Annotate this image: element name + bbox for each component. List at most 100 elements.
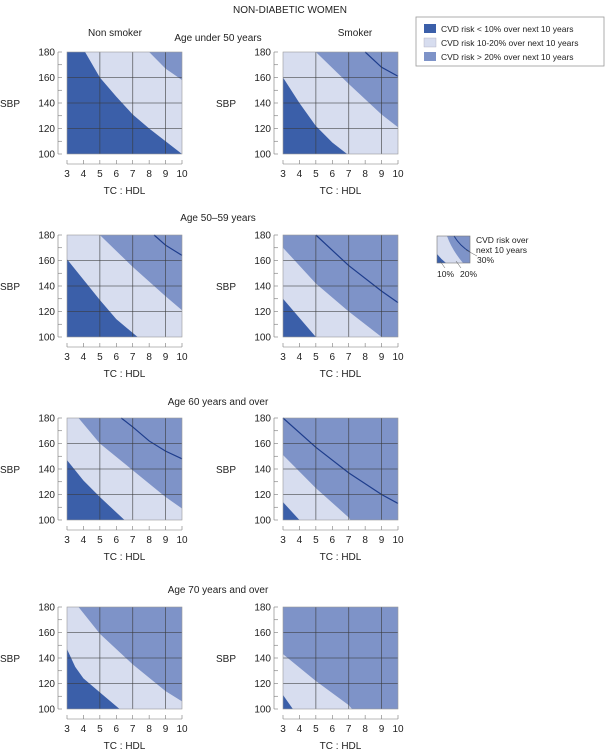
row-label: Age 50–59 years [180,213,256,224]
y-tick-label: 140 [38,465,55,476]
x-axis-label: TC : HDL [320,741,362,750]
x-axis-label: TC : HDL [320,369,362,380]
x-tick-label: 3 [64,169,70,180]
x-tick-label: 5 [313,535,319,546]
plot-border [66,51,183,155]
x-tick-label: 3 [64,352,70,363]
x-tick-label: 3 [280,352,286,363]
x-axis-label: TC : HDL [104,741,146,750]
y-tick-label: 160 [38,256,55,267]
x-tick-label: 6 [114,724,120,735]
plot-border [66,417,183,521]
panel-smoker: 100 120 140 160 180 3 4 5 6 7 8 9 10 TC : HDL SBP [216,414,404,564]
x-tick-label: 9 [379,169,385,180]
region-moderate-risk [283,247,382,337]
plot-border [282,417,399,521]
x-tick-label: 5 [313,724,319,735]
x-tick-label: 10 [176,352,188,363]
region-low-risk [283,502,300,520]
y-tick-label: 120 [38,124,55,135]
legend-label-mid: CVD risk 10-20% over next 10 years [441,38,578,48]
x-tick-label: 4 [297,169,303,180]
y-axis-label: SBP [216,465,236,476]
x-tick-label: 7 [130,535,136,546]
x-tick-label: 4 [297,352,303,363]
x-tick-label: 4 [81,535,87,546]
region-low-risk [283,77,348,154]
y-axis-label: SBP [0,654,20,665]
y-tick-label: 100 [254,516,271,527]
x-tick-label: 5 [97,352,103,363]
y-tick-label: 140 [38,99,55,110]
inset-key-border [436,235,471,264]
x-tick-label: 3 [280,169,286,180]
y-tick-label: 140 [254,99,271,110]
x-tick-label: 5 [97,724,103,735]
x-tick-label: 6 [330,169,336,180]
y-axis-label: SBP [0,465,20,476]
y-axis-label: SBP [0,99,20,110]
y-tick-label: 100 [254,150,271,161]
x-tick-label: 9 [379,724,385,735]
inset-key-mid-band [437,236,463,263]
y-tick-label: 120 [38,307,55,318]
region-moderate-risk [283,454,351,520]
x-tick-label: 8 [362,352,368,363]
y-tick-label: 100 [254,705,271,716]
y-tick-label: 180 [254,414,271,425]
x-tick-label: 10 [176,724,188,735]
x-tick-label: 5 [313,352,319,363]
inset-key-low [437,254,446,263]
x-tick-label: 9 [163,535,169,546]
legend-swatch-low [424,24,436,33]
legend: CVD risk < 10% over next 10 years CVD ri… [415,16,605,67]
x-axis-label: TC : HDL [104,552,146,563]
x-tick-label: 7 [346,352,352,363]
x-tick-label: 7 [346,535,352,546]
y-tick-label: 140 [38,654,55,665]
y-tick-label: 140 [254,282,271,293]
x-tick-label: 9 [379,352,385,363]
panel-smoker: 100 120 140 160 180 3 4 5 6 7 8 9 10 TC : HDL SBP [216,231,404,381]
x-tick-label: 7 [346,169,352,180]
x-tick-label: 10 [176,535,188,546]
x-tick-label: 3 [64,535,70,546]
y-tick-label: 100 [38,333,55,344]
x-tick-label: 4 [81,169,87,180]
plot-border [282,606,399,710]
region-low-risk [67,649,120,709]
y-tick-label: 160 [38,628,55,639]
y-tick-label: 160 [254,73,271,84]
inset-key-label-10: 10% [437,269,454,279]
region-low-risk [283,694,293,709]
panel-non-smoker: 100 120 140 160 180 3 4 5 6 7 8 9 10 TC : HDL SBP [0,414,188,564]
panel-non-smoker: 100 120 140 160 180 3 4 5 6 7 8 9 10 TC : HDL SBP [0,603,188,753]
legend-label-low: CVD risk < 10% over next 10 years [441,24,574,34]
y-tick-label: 160 [38,439,55,450]
y-axis-label: SBP [0,282,20,293]
inset-key-leader-10 [439,260,446,269]
inset-key: CVD risk over next 10 years 30% 10% 20% [436,235,529,279]
x-tick-label: 8 [146,724,152,735]
legend-swatch-mid [423,37,437,48]
y-tick-label: 180 [38,414,55,425]
y-tick-label: 140 [38,282,55,293]
x-tick-label: 5 [97,535,103,546]
y-tick-label: 120 [38,490,55,501]
region-low-risk [67,259,138,337]
x-axis-label: TC : HDL [320,552,362,563]
y-tick-label: 180 [254,48,271,59]
plot-border [66,606,183,710]
inset-key-label-20: 20% [460,269,477,279]
y-tick-label: 180 [254,231,271,242]
x-axis-label: TC : HDL [104,186,146,197]
x-tick-label: 7 [130,169,136,180]
x-tick-label: 6 [330,535,336,546]
x-axis-label: TC : HDL [104,369,146,380]
y-tick-label: 180 [38,48,55,59]
inset-key-leader-30 [465,249,478,257]
y-tick-label: 160 [254,256,271,267]
y-tick-label: 120 [254,679,271,690]
x-tick-label: 3 [280,535,286,546]
y-axis-label: SBP [216,99,236,110]
